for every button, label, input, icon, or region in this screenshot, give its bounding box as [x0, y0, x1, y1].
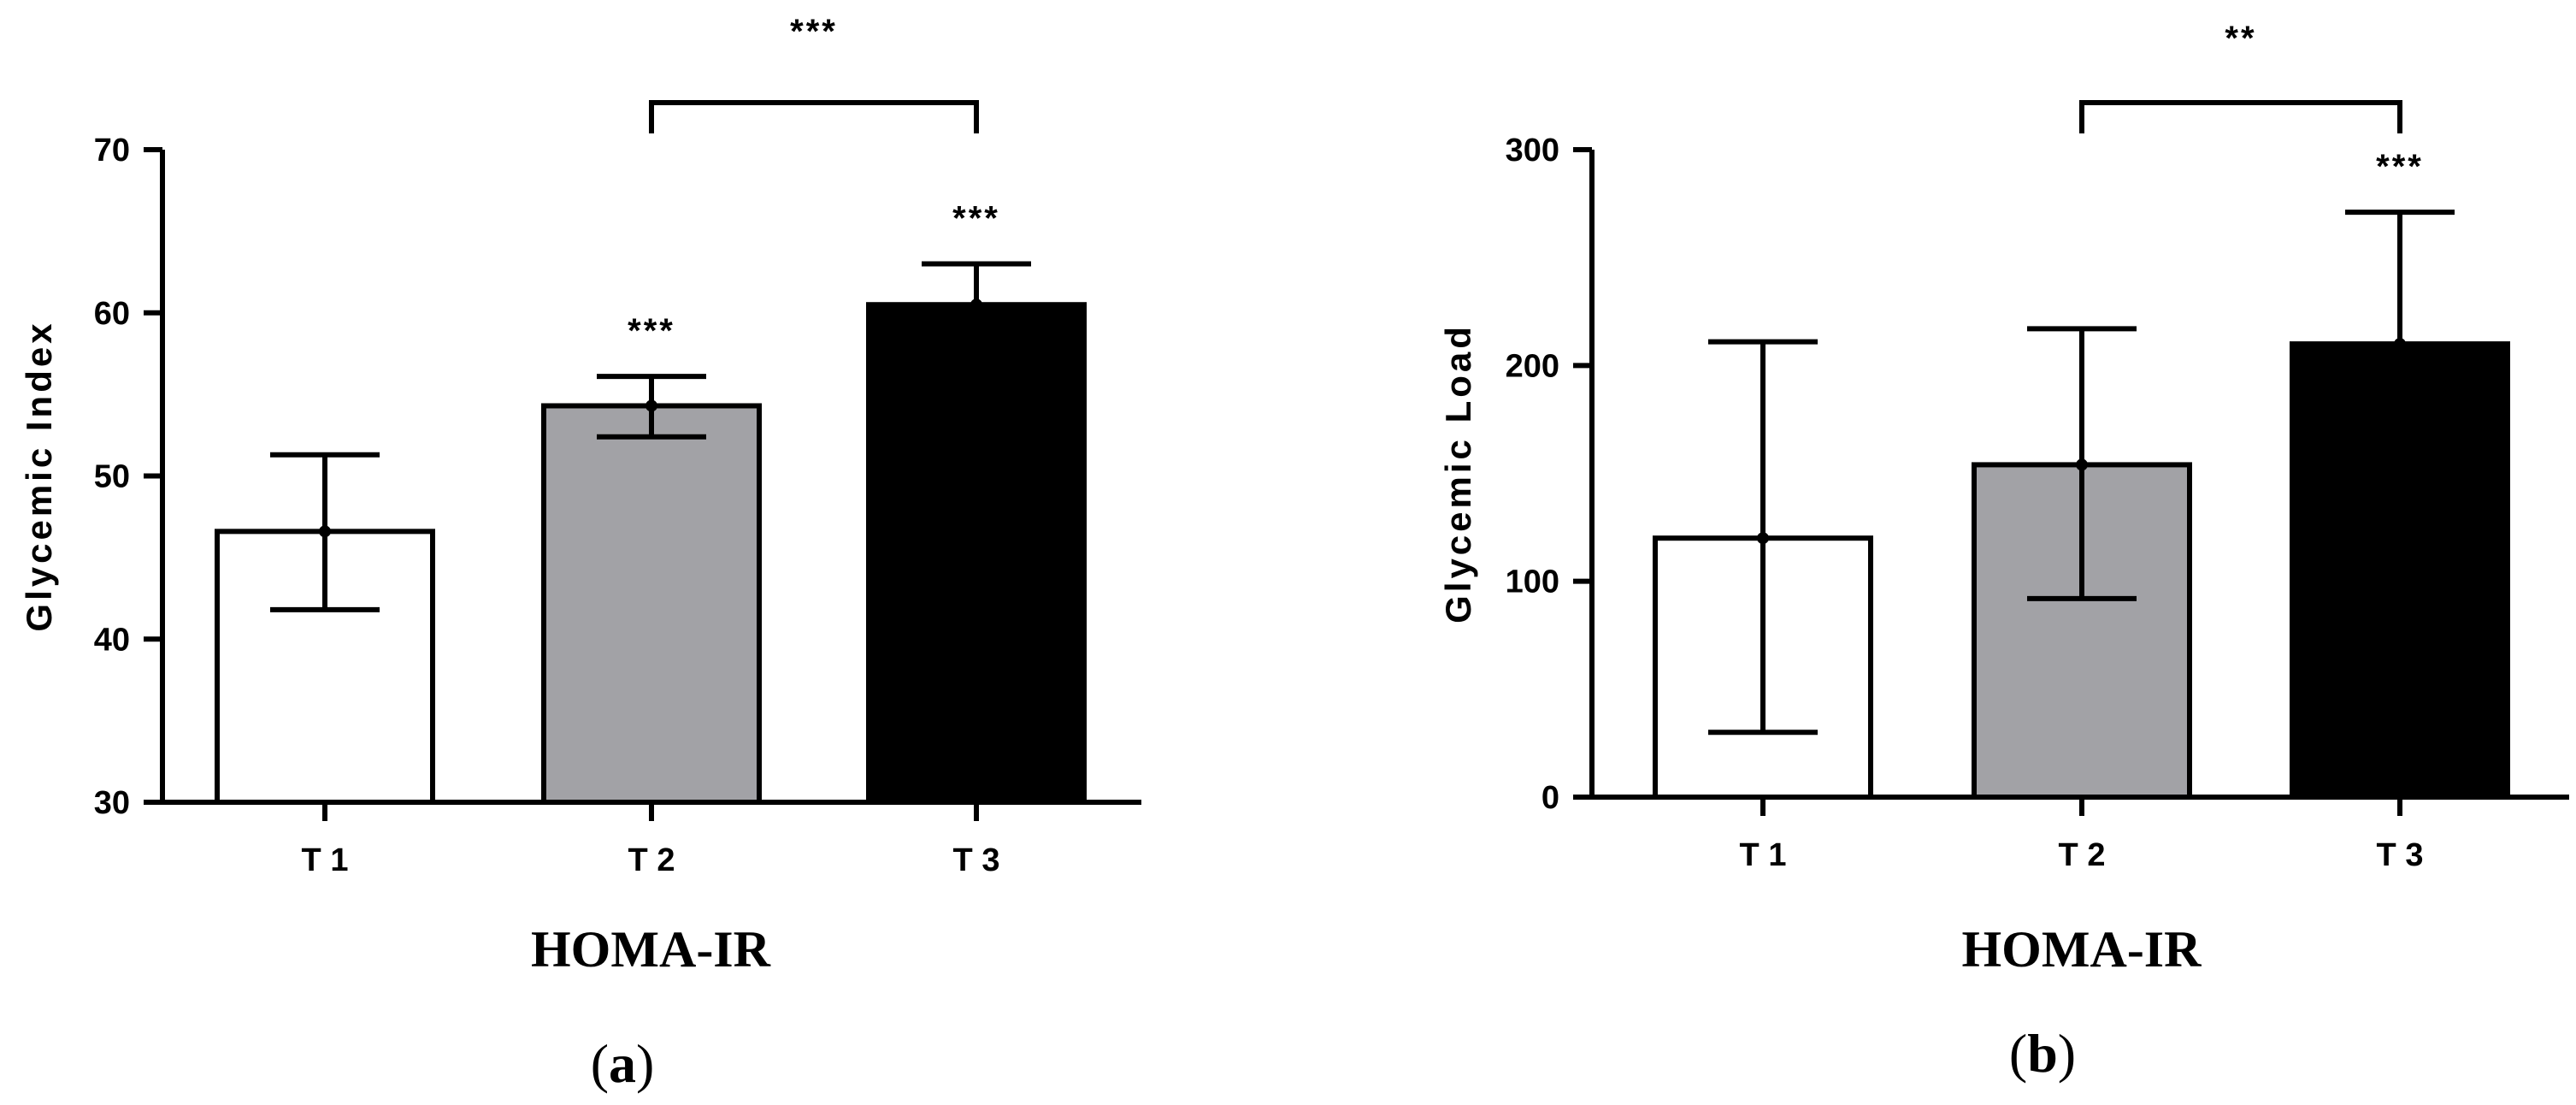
chart-a-bracket-annotation: *** — [790, 13, 838, 50]
chart-a-y-tick-label-4: 70 — [94, 133, 130, 168]
chart-a-mean-point-1 — [319, 525, 331, 538]
chart-b-x-tick-label-1: T 2 — [2059, 837, 2106, 873]
chart-a-mean-point-3 — [970, 298, 982, 311]
chart-a-y-tick-label-1: 40 — [94, 622, 130, 658]
chart-b-mean-point-2 — [2076, 458, 2088, 471]
chart-a-bar-annotation-3: *** — [952, 200, 1000, 238]
chart-a-bar-annotation-2: *** — [628, 312, 675, 350]
chart-b-x-tick-label-0: T 1 — [1740, 837, 1787, 873]
chart-b-y-tick-label-3: 300 — [1506, 133, 1559, 168]
chart-b-x-axis-label: HOMA-IR — [1962, 921, 2202, 978]
chart-b-bar-annotation-3: *** — [2376, 148, 2424, 186]
chart-b-y-tick-label-1: 100 — [1506, 564, 1559, 600]
chart-b-mean-point-1 — [1757, 532, 1769, 545]
chart-b-significance-bracket — [2079, 100, 2402, 133]
chart-a-y-tick-label-3: 60 — [94, 296, 130, 332]
chart-b-panel-label: (b) — [2009, 1023, 2076, 1084]
chart-a-x-axis-label: HOMA-IR — [531, 921, 771, 978]
chart-a-x-tick-label-1: T 2 — [628, 842, 675, 878]
chart-b-mean-point-3 — [2394, 338, 2406, 351]
chart-b-y-axis-label: Glycemic Load — [1438, 323, 1478, 623]
chart-b-x-tick-label-2: T 3 — [2377, 837, 2424, 873]
chart-a-bar-2 — [541, 403, 762, 805]
chart-a-y-tick-label-2: 50 — [94, 459, 130, 495]
chart-a-significance-bracket — [649, 100, 979, 133]
chart-a-y-axis-label: Glycemic Index — [19, 320, 59, 631]
chart-a-y-tick-label-0: 30 — [94, 785, 130, 821]
chart-a-panel-label: (a) — [591, 1033, 655, 1094]
chart-a-x-tick-label-0: T 1 — [302, 842, 349, 878]
chart-a-bar-3 — [866, 302, 1087, 805]
chart-a-mean-point-2 — [645, 399, 657, 412]
chart-a-x-tick-label-2: T 3 — [953, 842, 1000, 878]
chart-b-y-tick-label-2: 200 — [1506, 348, 1559, 384]
chart-b-y-tick-label-0: 0 — [1541, 780, 1559, 816]
chart-b-bracket-annotation: ** — [2225, 20, 2256, 57]
